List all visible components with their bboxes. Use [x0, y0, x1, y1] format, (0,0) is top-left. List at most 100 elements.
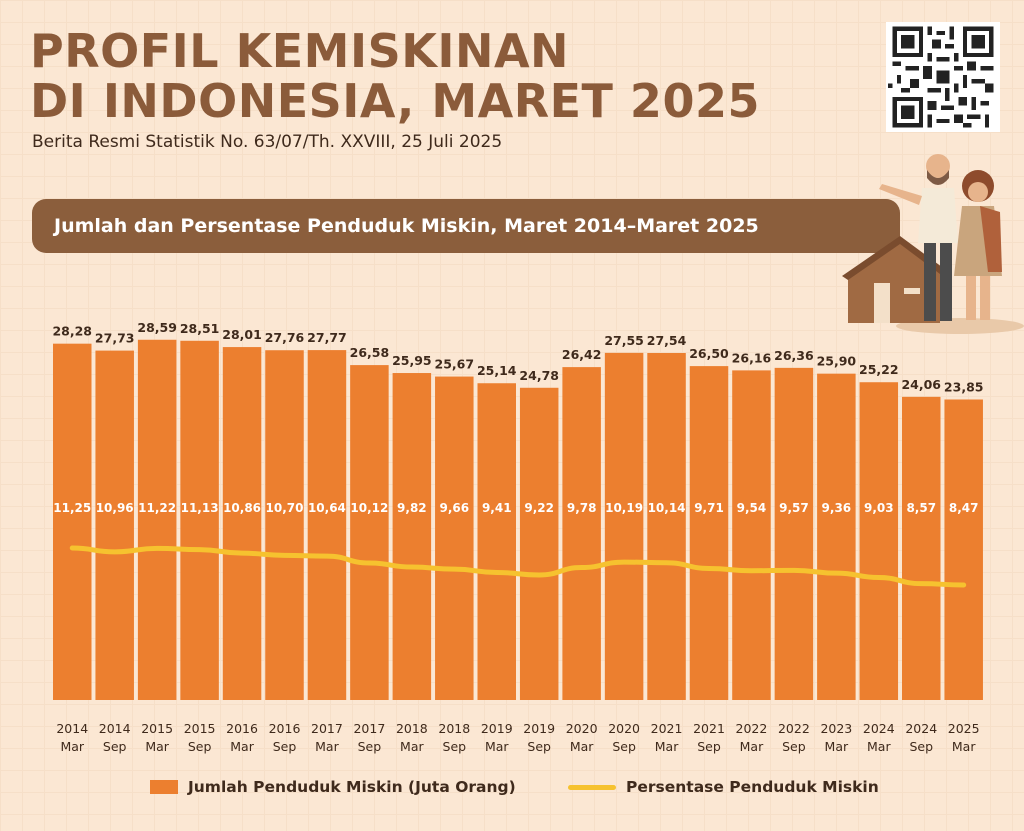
x-tick-month: Sep	[273, 739, 297, 754]
bar-20	[902, 396, 941, 700]
percent-value-label: 10,14	[648, 501, 686, 515]
legend-item-bars: Jumlah Penduduk Miskin (Juta Orang)	[150, 778, 516, 796]
bar-value-label: 24,78	[519, 368, 559, 383]
bar-16	[732, 370, 771, 700]
bar-19	[859, 382, 899, 700]
x-tick-month: Mar	[825, 739, 849, 754]
bar-5	[265, 350, 304, 700]
bar-21	[944, 399, 983, 700]
bar-value-label: 26,36	[774, 348, 814, 363]
x-tick-year: 2018	[396, 721, 428, 736]
x-tick-month: Mar	[867, 739, 891, 754]
x-tick-year: 2020	[566, 721, 598, 736]
x-tick-month: Sep	[188, 739, 212, 754]
bar-13	[604, 352, 644, 700]
percent-value-label: 9,71	[694, 501, 724, 515]
bar-9	[435, 376, 474, 700]
bar-value-label: 28,28	[52, 324, 92, 339]
x-tick-year: 2020	[608, 721, 640, 736]
percent-value-label: 10,96	[96, 501, 134, 515]
percent-value-label: 9,66	[439, 501, 469, 515]
percent-value-label: 9,54	[737, 501, 767, 515]
bar-value-label: 27,54	[647, 333, 687, 348]
x-tick-month: Sep	[358, 739, 382, 754]
percent-value-label: 9,36	[822, 501, 852, 515]
x-tick-month: Mar	[230, 739, 254, 754]
bar-value-label: 26,16	[732, 350, 772, 365]
bar-value-label: 23,85	[944, 379, 984, 394]
bar-value-label: 25,22	[859, 362, 899, 377]
qr-code-icon[interactable]	[886, 22, 1000, 132]
bar-value-label: 26,58	[350, 345, 390, 360]
x-tick-year: 2023	[820, 721, 852, 736]
legend-bar-label: Jumlah Penduduk Miskin (Juta Orang)	[188, 778, 516, 796]
x-tick-year: 2024	[863, 721, 895, 736]
bar-11	[519, 387, 559, 700]
bar-18	[817, 373, 856, 700]
bar-value-label: 25,14	[477, 363, 517, 378]
x-tick-year: 2019	[481, 721, 513, 736]
bar-value-label: 28,01	[222, 327, 262, 342]
x-tick-month: Mar	[485, 739, 509, 754]
x-tick-year: 2018	[438, 721, 470, 736]
x-tick-year: 2017	[353, 721, 385, 736]
x-tick-month: Sep	[443, 739, 467, 754]
x-tick-year: 2022	[736, 721, 768, 736]
bar-value-label: 25,67	[435, 357, 475, 372]
percent-value-label: 10,70	[266, 501, 304, 515]
bar-value-label: 25,95	[392, 353, 432, 368]
percent-value-label: 10,64	[308, 501, 346, 515]
percentage-line	[69, 545, 967, 588]
percent-value-label: 10,12	[350, 501, 388, 515]
page-title: PROFIL KEMISKINAN DI INDONESIA, MARET 20…	[30, 26, 760, 126]
percent-value-label: 8,57	[906, 501, 936, 515]
x-tick-year: 2016	[269, 721, 301, 736]
percent-value-label: 9,22	[524, 501, 554, 515]
percent-value-label: 9,41	[482, 501, 512, 515]
x-tick-month: Mar	[952, 739, 976, 754]
legend-line-label: Persentase Penduduk Miskin	[626, 778, 879, 796]
bar-3	[180, 340, 219, 700]
bar-12	[562, 367, 601, 700]
bar-6	[307, 350, 347, 700]
bar-1	[95, 350, 134, 700]
percent-value-label: 10,19	[605, 501, 643, 515]
bar-value-label: 28,51	[180, 321, 220, 336]
legend-item-line: Persentase Penduduk Miskin	[568, 778, 879, 796]
x-tick-year: 2014	[99, 721, 131, 736]
percent-value-label: 9,82	[397, 501, 427, 515]
percent-value-label: 9,78	[567, 501, 597, 515]
x-tick-month: Sep	[697, 739, 721, 754]
legend-line-swatch	[568, 784, 616, 790]
bar-7	[350, 365, 389, 700]
x-tick-month: Sep	[527, 739, 551, 754]
bar-value-label: 26,50	[689, 346, 729, 361]
x-tick-year: 2019	[523, 721, 555, 736]
title-line-2: DI INDONESIA, MARET 2025	[30, 74, 760, 128]
percent-value-label: 9,03	[864, 501, 894, 515]
x-tick-year: 2014	[56, 721, 88, 736]
x-tick-year: 2021	[651, 721, 683, 736]
x-tick-year: 2015	[184, 721, 216, 736]
x-tick-month: Mar	[145, 739, 169, 754]
labels-layer: 28,28 11,25 2014 Mar 27,73 10,96 2014 Sep 28,59 1…	[52, 320, 983, 754]
bar-17	[774, 367, 814, 700]
bar-value-label: 26,42	[562, 347, 602, 362]
x-tick-year: 2015	[141, 721, 173, 736]
publication-reference: Berita Resmi Statistik No. 63/07/Th. XXV…	[32, 132, 503, 152]
x-tick-month: Sep	[612, 739, 636, 754]
bars-layer	[53, 339, 983, 700]
bar-value-label: 27,73	[95, 331, 135, 346]
bar-8	[392, 373, 432, 700]
bar-value-label: 24,06	[901, 377, 941, 392]
bar-14	[647, 352, 686, 700]
percent-value-label: 9,57	[779, 501, 809, 515]
bar-2	[137, 339, 177, 700]
x-tick-year: 2016	[226, 721, 258, 736]
bar-0	[53, 343, 92, 700]
x-tick-month: Mar	[400, 739, 424, 754]
percent-value-label: 11,25	[53, 501, 91, 515]
percent-value-label: 10,86	[223, 501, 261, 515]
bar-value-label: 27,77	[307, 330, 347, 345]
